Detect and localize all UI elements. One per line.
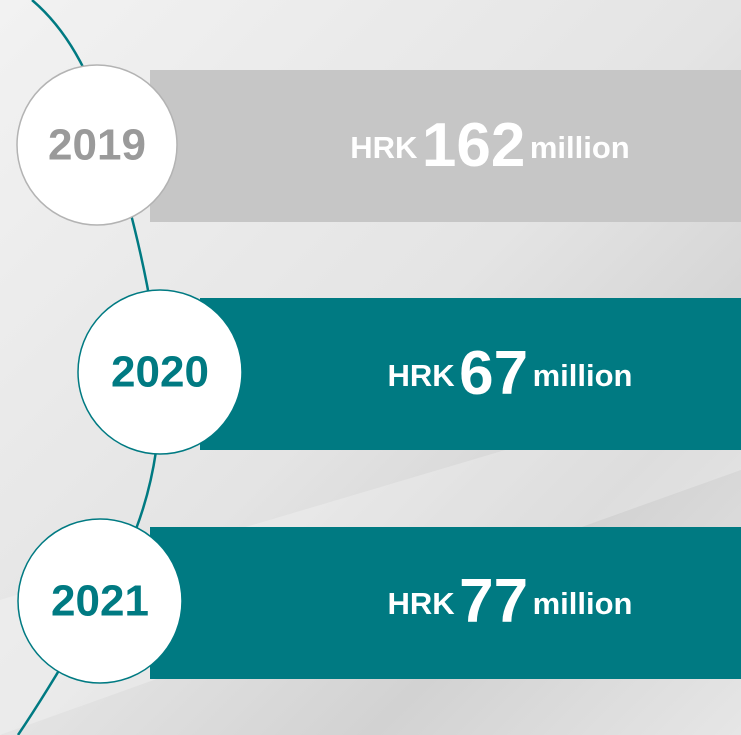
- year: 2020: [111, 348, 209, 397]
- year: 2021: [51, 577, 149, 626]
- year-circle: [16, 64, 178, 226]
- currency: HRK: [350, 130, 418, 165]
- amount-text: HRK 77 million: [388, 567, 633, 636]
- amount: 162: [422, 111, 525, 180]
- amount-text: HRK 67 million: [388, 339, 633, 408]
- band: [150, 527, 741, 679]
- year-circle: [77, 289, 243, 455]
- currency: HRK: [388, 358, 456, 393]
- unit: million: [530, 130, 630, 165]
- unit: million: [533, 358, 633, 393]
- amount-text: HRK 162 million: [350, 111, 629, 180]
- currency: HRK: [388, 586, 456, 621]
- year-circle: [17, 518, 183, 684]
- year: 2019: [48, 121, 146, 170]
- amount: 77: [459, 567, 528, 636]
- band: [150, 70, 741, 222]
- unit: million: [533, 586, 633, 621]
- amount: 67: [459, 339, 528, 408]
- band: [200, 298, 741, 450]
